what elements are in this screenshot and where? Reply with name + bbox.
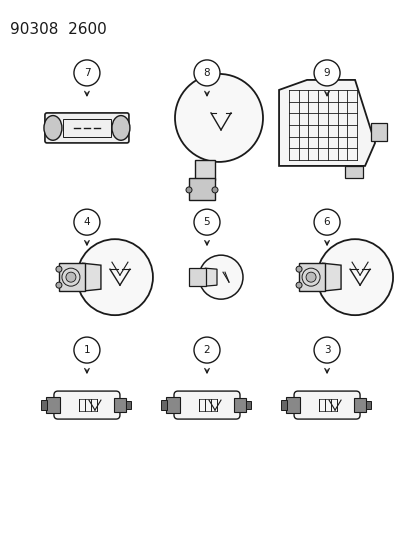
Circle shape [185,187,192,193]
Circle shape [56,266,62,272]
Text: 1: 1 [83,345,90,355]
Circle shape [199,255,242,299]
FancyBboxPatch shape [114,398,126,412]
Circle shape [74,209,100,235]
Polygon shape [195,160,214,180]
Ellipse shape [44,116,62,140]
Circle shape [295,282,301,288]
FancyBboxPatch shape [166,397,180,413]
FancyBboxPatch shape [293,391,359,419]
FancyBboxPatch shape [344,166,362,178]
Text: 90308  2600: 90308 2600 [10,22,107,37]
Circle shape [313,60,339,86]
Text: 8: 8 [203,68,210,78]
FancyBboxPatch shape [54,391,120,419]
FancyBboxPatch shape [189,178,214,200]
Text: 2: 2 [203,345,210,355]
FancyBboxPatch shape [298,263,324,291]
FancyBboxPatch shape [173,391,240,419]
Circle shape [194,337,219,363]
FancyBboxPatch shape [285,397,299,413]
Circle shape [194,209,219,235]
Circle shape [74,337,100,363]
FancyBboxPatch shape [365,401,370,409]
Text: 4: 4 [83,217,90,227]
Circle shape [56,282,62,288]
Text: 6: 6 [323,217,330,227]
FancyBboxPatch shape [41,400,47,410]
Circle shape [211,187,218,193]
FancyBboxPatch shape [280,400,286,410]
Text: 5: 5 [203,217,210,227]
FancyBboxPatch shape [126,401,131,409]
FancyBboxPatch shape [233,398,245,412]
Polygon shape [82,263,101,291]
FancyBboxPatch shape [370,123,386,141]
Ellipse shape [112,116,130,140]
FancyBboxPatch shape [353,398,365,412]
FancyBboxPatch shape [161,400,166,410]
Circle shape [175,74,262,162]
Circle shape [305,272,315,282]
Polygon shape [278,80,374,166]
Text: 3: 3 [323,345,330,355]
Circle shape [74,60,100,86]
Polygon shape [204,268,216,286]
FancyBboxPatch shape [59,263,85,291]
Circle shape [194,60,219,86]
FancyBboxPatch shape [245,401,250,409]
Circle shape [295,266,301,272]
FancyBboxPatch shape [46,397,60,413]
Circle shape [66,272,76,282]
Polygon shape [321,263,340,291]
Circle shape [316,239,392,315]
FancyBboxPatch shape [45,113,128,143]
Text: 7: 7 [83,68,90,78]
FancyBboxPatch shape [189,268,206,286]
Circle shape [313,209,339,235]
Text: 9: 9 [323,68,330,78]
Circle shape [313,337,339,363]
Circle shape [77,239,152,315]
